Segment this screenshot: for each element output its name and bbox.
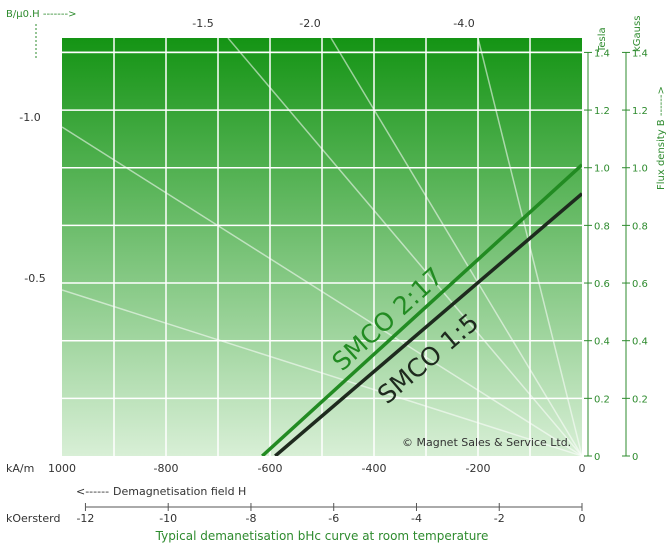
- x-tick-label-koersted: -2: [494, 512, 505, 525]
- x-tick-label-kam: -400: [362, 462, 387, 475]
- chart-title: Typical demanetisation bHc curve at room…: [155, 529, 489, 543]
- load-line: [227, 38, 582, 456]
- copyright-text: © Magnet Sales & Service Ltd.: [402, 436, 571, 449]
- series-lines: [261, 163, 582, 456]
- load-lines: [62, 38, 582, 456]
- kgauss-tick-label: 0.2: [632, 394, 648, 405]
- x-axis-label: Demagnetisation field H: [113, 485, 246, 498]
- kgauss-unit: kGauss: [632, 16, 643, 52]
- tesla-unit: Tesla: [597, 27, 608, 53]
- tesla-tick-label: 1.0: [594, 164, 610, 175]
- x-tick-label-koersted: 0: [579, 512, 586, 525]
- x-tick-label-koersted: -10: [159, 512, 177, 525]
- y-left-axis-label: B/μ0.H ------->: [6, 9, 76, 20]
- kgauss-tick-label: 1.0: [632, 164, 648, 175]
- kgauss-tick-label: 0: [632, 452, 638, 463]
- load-line: [62, 289, 582, 456]
- load-line-label: -1.5: [192, 17, 213, 30]
- x-tick-label-kam: -200: [466, 462, 491, 475]
- load-line: [330, 38, 582, 456]
- load-line-label: -2.0: [299, 17, 320, 30]
- tesla-tick-label: 0.6: [594, 279, 610, 290]
- kgauss-tick-label: 1.4: [632, 48, 648, 59]
- x-tick-label-kam: -800: [154, 462, 179, 475]
- x-tick-label-koersted: -6: [328, 512, 339, 525]
- kgauss-tick-label: 1.2: [632, 106, 648, 117]
- kgauss-tick-label: 0.8: [632, 221, 648, 232]
- load-line-label: -4.0: [453, 17, 474, 30]
- tesla-tick-label: 0.2: [594, 394, 610, 405]
- x-tick-label-kam: 0: [579, 462, 586, 475]
- load-line-label: -1.0: [19, 111, 40, 124]
- kgauss-tick-label: 0.6: [632, 279, 648, 290]
- load-line: [477, 38, 582, 456]
- tesla-tick-label: 1.2: [594, 106, 610, 117]
- load-line: [62, 126, 582, 456]
- kgauss-tick-label: 0.4: [632, 337, 648, 348]
- kam-unit: kA/m: [6, 462, 34, 475]
- axes: 1000 -800 -600 -400 -200 0-12 -10 -8 -6 -4 -2 000.2…: [48, 48, 648, 525]
- tesla-tick-label: 0.4: [594, 337, 610, 348]
- tesla-tick-label: 1.4: [594, 48, 610, 59]
- x-tick-label-koersted: -12: [76, 512, 94, 525]
- koersted-unit: kOersterd: [6, 512, 60, 525]
- x-tick-label-koersted: -4: [411, 512, 422, 525]
- load-line-label: -0.5: [24, 272, 45, 285]
- x-axis-arrow: <------: [76, 485, 109, 498]
- series-line: [261, 163, 582, 456]
- y-right-axis-label: Flux density B ------>: [656, 86, 667, 190]
- grid-lines: [62, 38, 582, 456]
- tesla-tick-label: 0.8: [594, 221, 610, 232]
- x-tick-label-koersted: -8: [245, 512, 256, 525]
- series-line: [274, 192, 582, 456]
- x-tick-label-kam: 1000: [48, 462, 76, 475]
- tesla-tick-label: 0: [594, 452, 600, 463]
- load-line-labels: -0.5 -1.0 -1.5 -2.0 -4.0: [19, 17, 474, 285]
- x-tick-label-kam: -600: [258, 462, 283, 475]
